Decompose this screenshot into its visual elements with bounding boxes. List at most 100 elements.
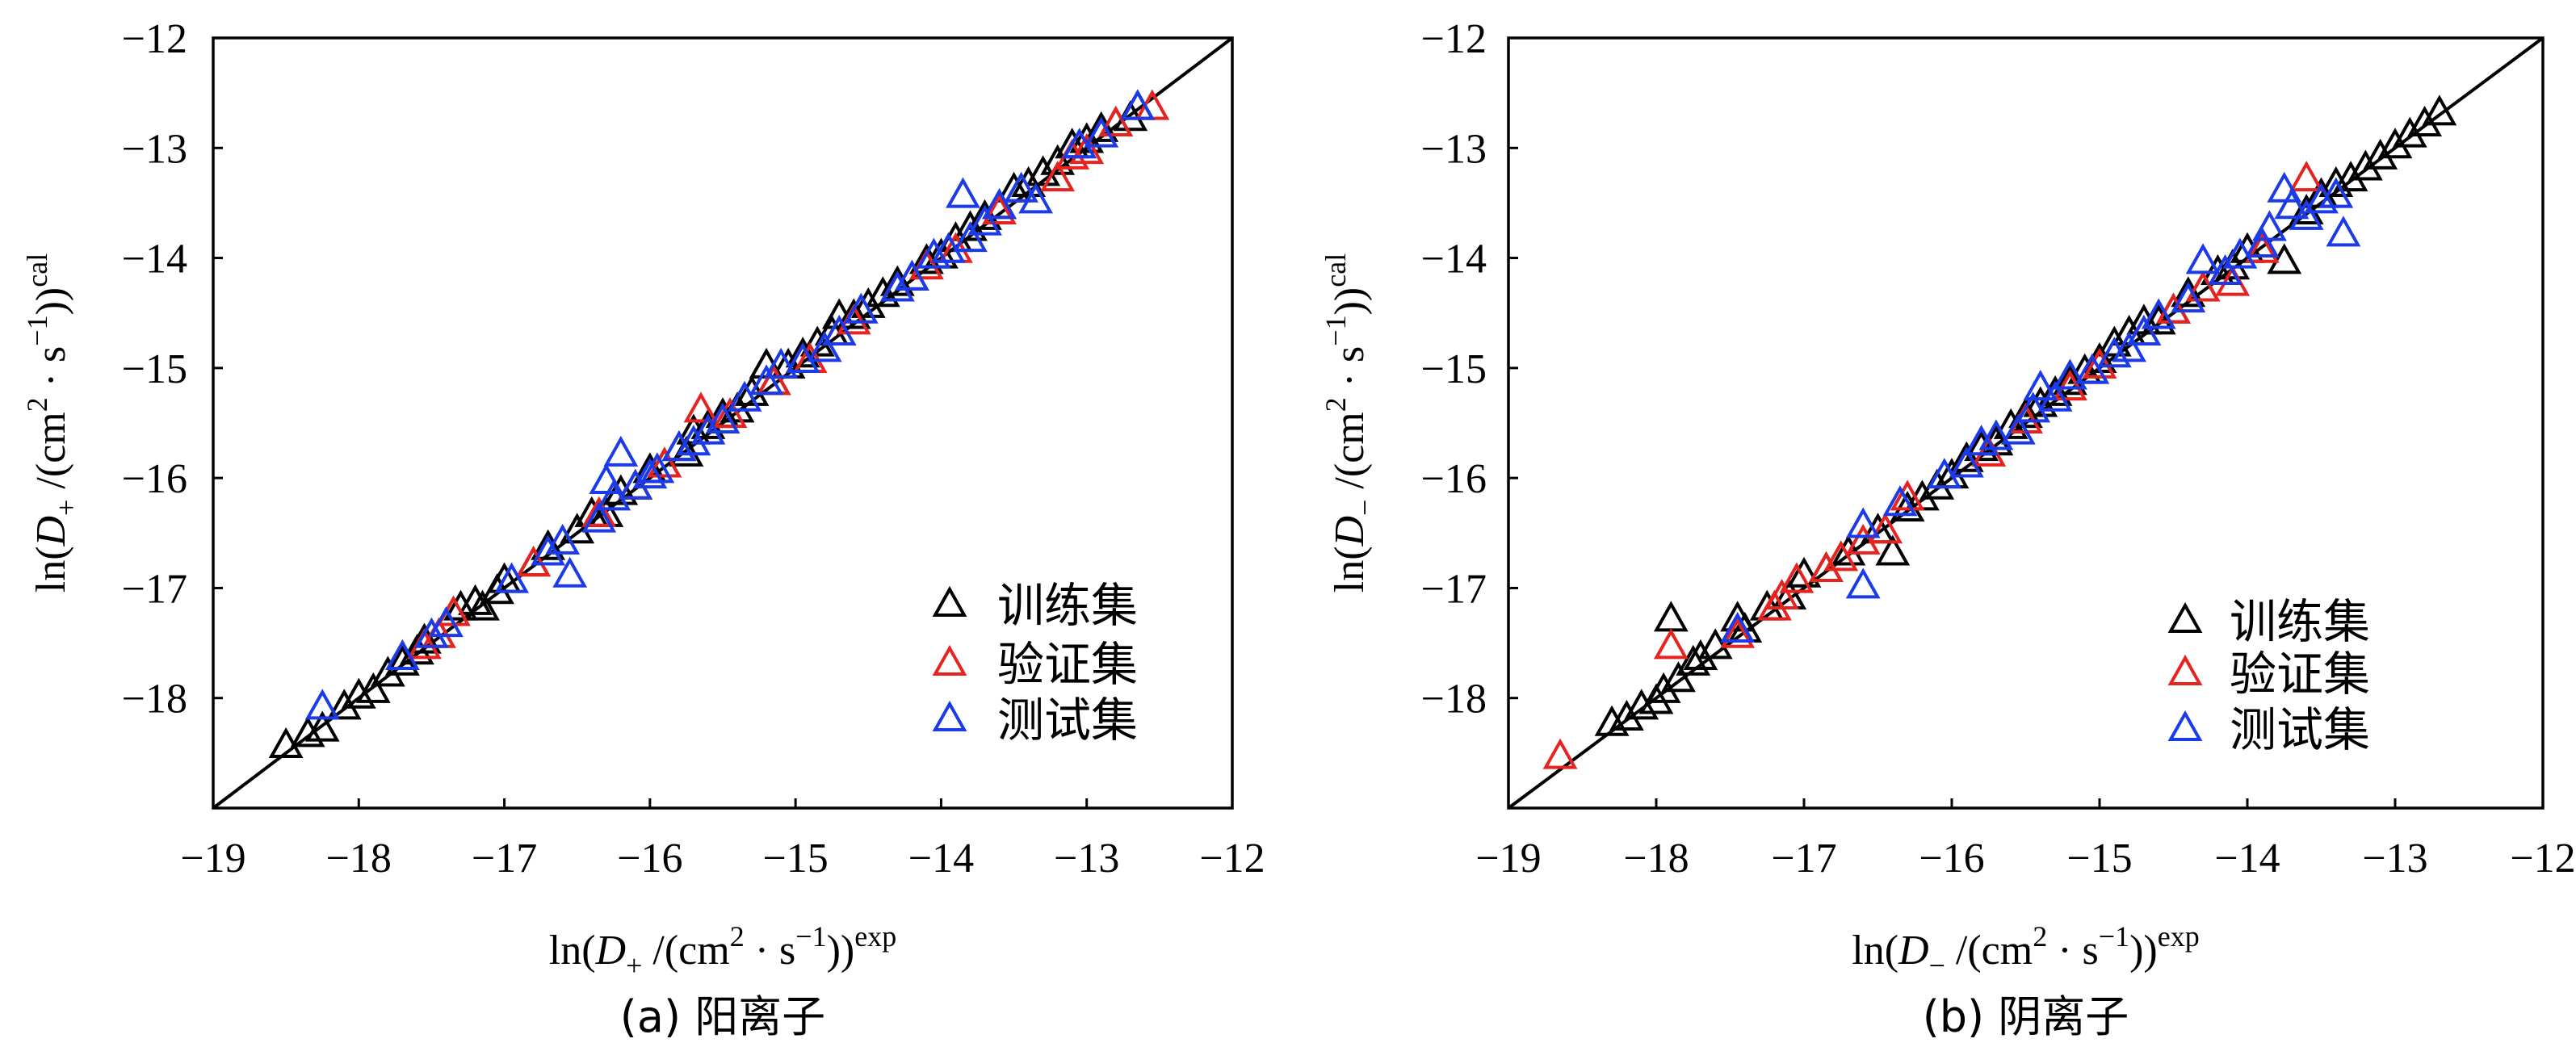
x-tick-label: −16 [1919, 836, 1984, 882]
legend-marker-triangle [932, 700, 967, 731]
data-point-triangle [545, 523, 581, 555]
x-axis-label-part: · s [2047, 928, 2099, 974]
data-point-triangle [603, 474, 639, 505]
y-tick-label: −17 [1421, 566, 1487, 612]
data-point-triangle [690, 413, 726, 445]
x-axis-label-part: )) [2129, 928, 2158, 974]
data-point-triangle [581, 496, 617, 527]
data-point-triangle [1831, 534, 1866, 566]
data-point-triangle [465, 589, 500, 621]
data-point-triangle [326, 689, 362, 720]
data-point-triangle [2141, 304, 2176, 335]
y-axis-label-part: /(cm [28, 412, 74, 499]
data-point-triangle [661, 429, 697, 462]
data-point-triangle [647, 446, 682, 478]
data-point-triangle [2171, 276, 2206, 308]
data-point-triangle [967, 199, 1002, 230]
data-point-triangle [683, 392, 719, 423]
data-point-triangle [1676, 644, 1711, 676]
data-point-triangle [2112, 331, 2147, 362]
y-axis-label-part: · s [28, 346, 74, 398]
data-point-triangle [879, 265, 915, 296]
data-point-triangle [982, 188, 1017, 220]
data-point-triangle [1542, 738, 1578, 769]
legend-marker-triangle [2167, 654, 2203, 685]
data-point-triangle [1646, 672, 1681, 703]
data-point-triangle [1720, 617, 1756, 648]
data-point-triangle [836, 298, 871, 329]
y-axis-label-part: )) [1327, 287, 1373, 316]
data-point-triangle [494, 562, 530, 593]
data-point-triangle [384, 644, 420, 676]
data-point-triangle [1993, 408, 2028, 439]
x-axis-label: ln(D− /(cm2 · s−1))exp [1852, 920, 2199, 982]
data-point-triangle [632, 458, 668, 489]
x-axis-label-part: 2 [730, 920, 745, 953]
legend-marker-triangle [2167, 710, 2203, 741]
data-point-triangle [2052, 370, 2087, 401]
data-point-triangle [727, 380, 762, 412]
data-point-triangle [2141, 298, 2176, 329]
x-tick-label: −13 [1054, 836, 1119, 882]
data-point-triangle [2289, 161, 2324, 192]
data-point-triangle [1026, 155, 1061, 186]
data-point-triangle [304, 689, 340, 720]
data-point-triangle [2318, 165, 2354, 197]
data-point-triangle [1609, 699, 1644, 731]
data-point-triangle [443, 589, 478, 621]
x-tick-label: −15 [2066, 836, 2132, 882]
x-axis-label: ln(D+ /(cm2 · s−1))exp [549, 920, 896, 982]
data-point-triangle [2422, 94, 2457, 126]
data-point-triangle [1624, 689, 1659, 720]
data-point-triangle [589, 463, 624, 494]
x-tick-label: −17 [472, 836, 537, 882]
x-axis-label-part: ln( [549, 928, 596, 974]
data-point-triangle [705, 402, 740, 433]
data-point-triangle [1964, 429, 1999, 462]
data-point-triangle [2267, 171, 2302, 203]
data-point-triangle [1004, 171, 1039, 203]
y-axis-label-part: cal [21, 253, 53, 287]
data-point-triangle [2023, 370, 2058, 401]
data-point-triangle [2185, 243, 2221, 274]
data-point-triangle [2037, 380, 2073, 412]
y-axis-label-part: − [1349, 500, 1381, 516]
data-point-triangle [1069, 122, 1105, 153]
data-point-triangle [429, 606, 464, 638]
data-point-triangle [749, 364, 784, 396]
data-point-triangle [1845, 507, 1881, 538]
data-point-triangle [2304, 182, 2339, 214]
data-point-triangle [1098, 105, 1134, 137]
y-tick-label: −17 [122, 566, 187, 612]
data-point-triangle [894, 259, 929, 291]
data-point-triangle [1845, 567, 1881, 599]
data-point-triangle [355, 672, 391, 703]
data-point-triangle [1084, 116, 1119, 148]
y-axis-label-part: D [1327, 516, 1373, 547]
x-axis-label-part: ln( [1852, 928, 1898, 974]
x-axis-label-part: exp [2158, 920, 2200, 953]
data-point-triangle [1594, 705, 1630, 736]
data-point-triangle [2023, 386, 2058, 417]
x-axis-label-part: D [1898, 928, 1929, 974]
x-tick-label: −18 [1623, 836, 1689, 882]
data-point-triangle [516, 546, 552, 577]
data-point-triangle [850, 287, 886, 318]
x-axis-label-part: D [595, 928, 627, 974]
data-point-triangle [2274, 188, 2310, 220]
legend-marker-triangle [932, 585, 967, 617]
x-tick-label: −14 [2214, 836, 2280, 882]
y-tick-label: −18 [1421, 676, 1487, 722]
data-point-triangle [1823, 540, 1859, 572]
data-point-triangle [304, 710, 340, 742]
data-point-triangle [763, 347, 799, 379]
data-point-triangle [1890, 480, 1925, 511]
data-point-triangle [1978, 419, 2014, 450]
y-axis-label-part: 2 [21, 397, 53, 412]
y-axis-label-part: cal [1319, 253, 1352, 287]
x-tick-label: −19 [1475, 836, 1541, 882]
